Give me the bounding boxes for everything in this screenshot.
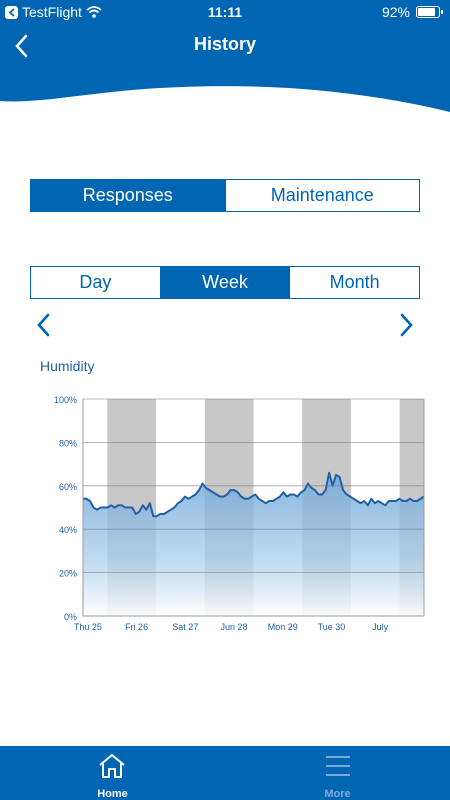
x-tick-label: Thu 25 (74, 622, 102, 632)
tab-more-label: More (324, 788, 351, 800)
back-badge-icon (5, 5, 18, 19)
y-tick-label: 0% (64, 612, 77, 622)
back-to-app[interactable]: TestFlight (5, 4, 102, 20)
tab-home-label: Home (97, 788, 128, 800)
tab-week[interactable]: Week (159, 267, 290, 298)
back-chevron-icon[interactable] (12, 33, 32, 59)
tab-bar: Home More (0, 746, 450, 800)
y-tick-label: 100% (54, 395, 77, 405)
x-tick-label: Tue 30 (318, 622, 346, 632)
x-tick-label: July (372, 622, 389, 632)
y-tick-label: 80% (59, 438, 77, 448)
next-chevron-icon[interactable] (396, 312, 416, 338)
tab-maintenance[interactable]: Maintenance (224, 180, 420, 211)
y-tick-label: 20% (59, 569, 77, 579)
humidity-area (83, 472, 424, 616)
tab-home[interactable]: Home (0, 746, 225, 800)
battery-percent: 92% (381, 4, 410, 20)
tab-day[interactable]: Day (79, 272, 112, 292)
humidity-line (83, 471, 425, 518)
header-wave-background (0, 0, 450, 112)
page-title: History (193, 34, 256, 54)
home-icon (99, 754, 125, 778)
battery-icon (416, 6, 443, 18)
status-app-name: TestFlight (22, 4, 82, 20)
responses-maintenance-switch: Responses Maintenance (30, 179, 420, 212)
tab-month[interactable]: Month (289, 267, 419, 298)
tab-responses[interactable]: Responses (31, 180, 225, 211)
header (0, 0, 450, 112)
wifi-icon (86, 6, 102, 18)
chart-title: Humidity (40, 358, 95, 374)
period-switch: Day Week Month (30, 266, 420, 299)
status-bar: TestFlight 11:11 92% (0, 0, 450, 24)
humidity-chart: 0% 20% 40% 60% 80% 100% Thu 25 Fri 26 Sat 27 Jun … (54, 395, 425, 632)
menu-icon (326, 756, 350, 776)
previous-chevron-icon[interactable] (34, 312, 54, 338)
tab-more[interactable]: More (225, 746, 450, 800)
x-tick-label: Jun 28 (220, 622, 247, 632)
x-tick-label: Fri 26 (125, 622, 148, 632)
y-tick-label: 60% (59, 482, 77, 492)
battery-status: 92% (381, 4, 443, 20)
x-tick-label: Mon 29 (268, 622, 298, 632)
status-time: 11:11 (207, 4, 243, 20)
x-tick-label: Sat 27 (172, 622, 198, 632)
y-tick-label: 40% (59, 525, 77, 535)
